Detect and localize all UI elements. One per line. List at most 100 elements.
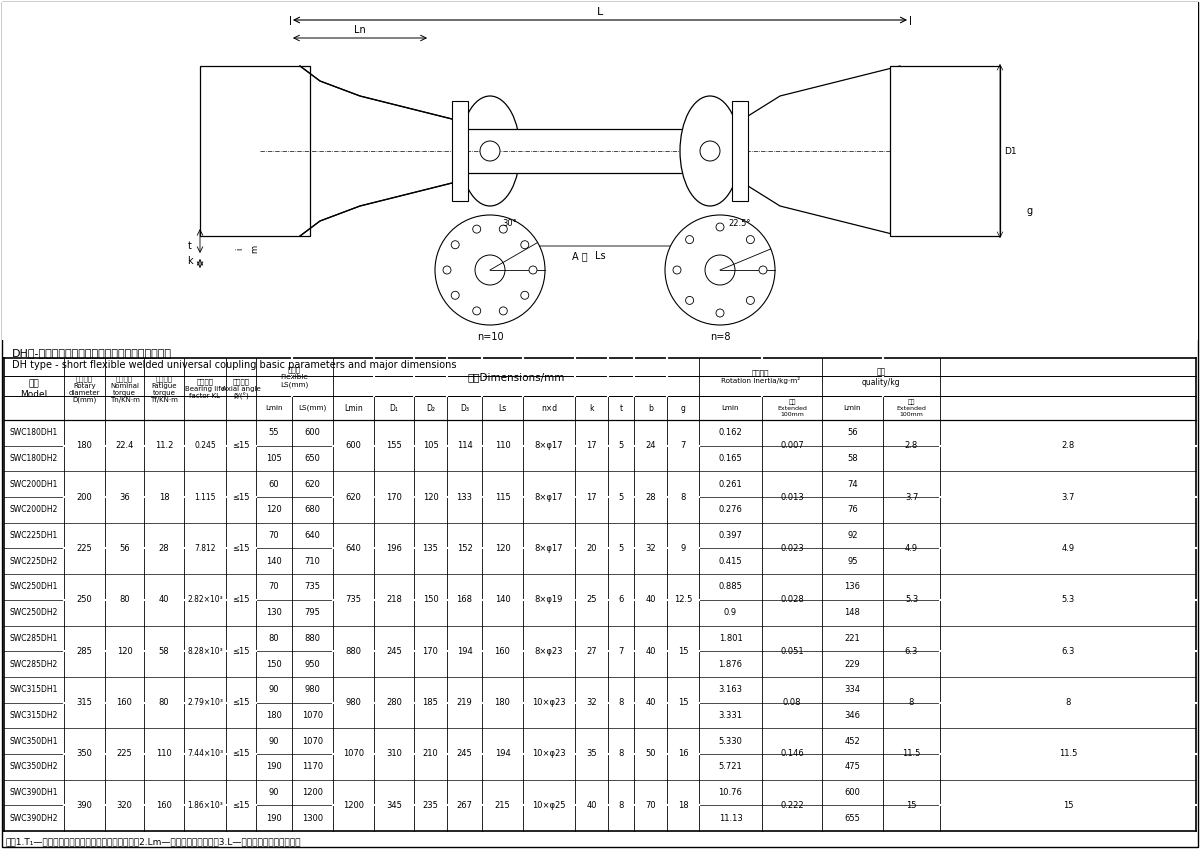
Text: 170: 170 xyxy=(386,492,402,502)
Text: n=10: n=10 xyxy=(476,332,503,342)
Text: 28: 28 xyxy=(646,492,656,502)
Text: 5.3: 5.3 xyxy=(905,595,918,604)
Text: 0.146: 0.146 xyxy=(780,750,804,758)
Text: 235: 235 xyxy=(422,801,438,810)
Text: 345: 345 xyxy=(386,801,402,810)
Text: 2.8: 2.8 xyxy=(905,441,918,450)
Text: 7: 7 xyxy=(618,647,624,655)
Text: 8×φ17: 8×φ17 xyxy=(535,441,563,450)
Text: 150: 150 xyxy=(266,660,282,668)
Text: SWC350DH1: SWC350DH1 xyxy=(10,737,59,745)
Text: 140: 140 xyxy=(266,557,282,565)
Text: 285: 285 xyxy=(77,647,92,655)
Text: 轴线夹角
Axial angle
β/(°): 轴线夹角 Axial angle β/(°) xyxy=(222,378,260,400)
Circle shape xyxy=(716,309,724,317)
Text: SWC180DH2: SWC180DH2 xyxy=(10,454,58,463)
Text: 475: 475 xyxy=(845,762,860,771)
Text: 转动惯量
Rotation Inertia/kg·m²: 转动惯量 Rotation Inertia/kg·m² xyxy=(721,369,800,385)
Text: 11.2: 11.2 xyxy=(155,441,173,450)
Text: 0.08: 0.08 xyxy=(782,698,802,707)
Text: 70: 70 xyxy=(646,801,656,810)
Ellipse shape xyxy=(665,215,775,325)
Text: 12.5: 12.5 xyxy=(674,595,692,604)
Text: SWC250DH2: SWC250DH2 xyxy=(10,608,58,617)
Text: 3.7: 3.7 xyxy=(1061,492,1075,502)
Text: 250: 250 xyxy=(77,595,92,604)
Text: 135: 135 xyxy=(422,544,438,553)
Text: 390: 390 xyxy=(77,801,92,810)
Text: 280: 280 xyxy=(386,698,402,707)
Text: g: g xyxy=(680,403,685,413)
Text: 136: 136 xyxy=(845,582,860,592)
Text: 0.162: 0.162 xyxy=(719,429,743,437)
Text: 120: 120 xyxy=(116,647,132,655)
Circle shape xyxy=(716,223,724,231)
Text: n×d: n×d xyxy=(541,403,557,413)
Text: ≤15: ≤15 xyxy=(233,801,250,810)
Text: Ln: Ln xyxy=(354,25,366,35)
Text: 0.165: 0.165 xyxy=(719,454,743,463)
Text: 880: 880 xyxy=(346,647,361,655)
Text: 600: 600 xyxy=(346,441,361,450)
Text: 8: 8 xyxy=(618,801,624,810)
Text: 4.9: 4.9 xyxy=(1062,544,1074,553)
Text: D₃: D₃ xyxy=(460,403,469,413)
Text: 1200: 1200 xyxy=(302,788,323,797)
Text: 0.9: 0.9 xyxy=(724,608,737,617)
Text: 80: 80 xyxy=(119,595,130,604)
Text: 40: 40 xyxy=(158,595,169,604)
Text: 0.007: 0.007 xyxy=(780,441,804,450)
Text: 1070: 1070 xyxy=(302,737,323,745)
Text: SWC180DH1: SWC180DH1 xyxy=(10,429,58,437)
Circle shape xyxy=(443,266,451,274)
Text: D₂: D₂ xyxy=(426,403,436,413)
Text: 194: 194 xyxy=(457,647,473,655)
Text: 1170: 1170 xyxy=(302,762,323,771)
Text: 6.3: 6.3 xyxy=(1061,647,1075,655)
Text: 190: 190 xyxy=(266,813,282,823)
Text: ≤15: ≤15 xyxy=(233,698,250,707)
Text: 620: 620 xyxy=(346,492,361,502)
Text: D₁: D₁ xyxy=(390,403,398,413)
Text: 加长
Extended
100mm: 加长 Extended 100mm xyxy=(778,399,806,417)
Text: 56: 56 xyxy=(119,544,130,553)
Text: 1.801: 1.801 xyxy=(719,634,743,643)
Text: SWC285DH1: SWC285DH1 xyxy=(10,634,58,643)
Text: 8×φ19: 8×φ19 xyxy=(535,595,563,604)
Text: 452: 452 xyxy=(845,737,860,745)
Text: t: t xyxy=(188,241,192,251)
Text: DH type - short flexible welded universal coupling basic parameters and major di: DH type - short flexible welded universa… xyxy=(12,360,456,370)
Text: 0.276: 0.276 xyxy=(719,505,743,514)
Text: 650: 650 xyxy=(305,454,320,463)
Text: 5.721: 5.721 xyxy=(719,762,743,771)
Text: 56: 56 xyxy=(847,429,858,437)
Circle shape xyxy=(521,241,529,249)
Text: SWC200DH1: SWC200DH1 xyxy=(10,480,58,489)
Text: k: k xyxy=(187,256,193,266)
Ellipse shape xyxy=(460,96,520,206)
Text: 6.3: 6.3 xyxy=(905,647,918,655)
Text: 70: 70 xyxy=(269,531,280,540)
Text: 质量
quality/kg: 质量 quality/kg xyxy=(862,368,900,386)
Circle shape xyxy=(746,296,755,305)
Text: 735: 735 xyxy=(305,582,320,592)
Text: 11.5: 11.5 xyxy=(1058,750,1078,758)
Text: 15: 15 xyxy=(906,801,917,810)
Text: 8×φ23: 8×φ23 xyxy=(535,647,563,655)
Text: 32: 32 xyxy=(646,544,656,553)
Text: 5.3: 5.3 xyxy=(1061,595,1075,604)
Text: 200: 200 xyxy=(77,492,92,502)
Text: 40: 40 xyxy=(646,595,655,604)
Text: 148: 148 xyxy=(845,608,860,617)
Circle shape xyxy=(521,291,529,300)
Text: 3.7: 3.7 xyxy=(905,492,918,502)
Text: 2.82×10³: 2.82×10³ xyxy=(187,595,223,604)
Text: 150: 150 xyxy=(422,595,438,604)
Text: 620: 620 xyxy=(305,480,320,489)
Text: 11.5: 11.5 xyxy=(902,750,920,758)
Ellipse shape xyxy=(475,255,505,285)
Text: 型号
Model: 型号 Model xyxy=(20,380,48,399)
Text: 0.222: 0.222 xyxy=(780,801,804,810)
Text: D1: D1 xyxy=(1003,147,1016,155)
Text: 710: 710 xyxy=(305,557,320,565)
